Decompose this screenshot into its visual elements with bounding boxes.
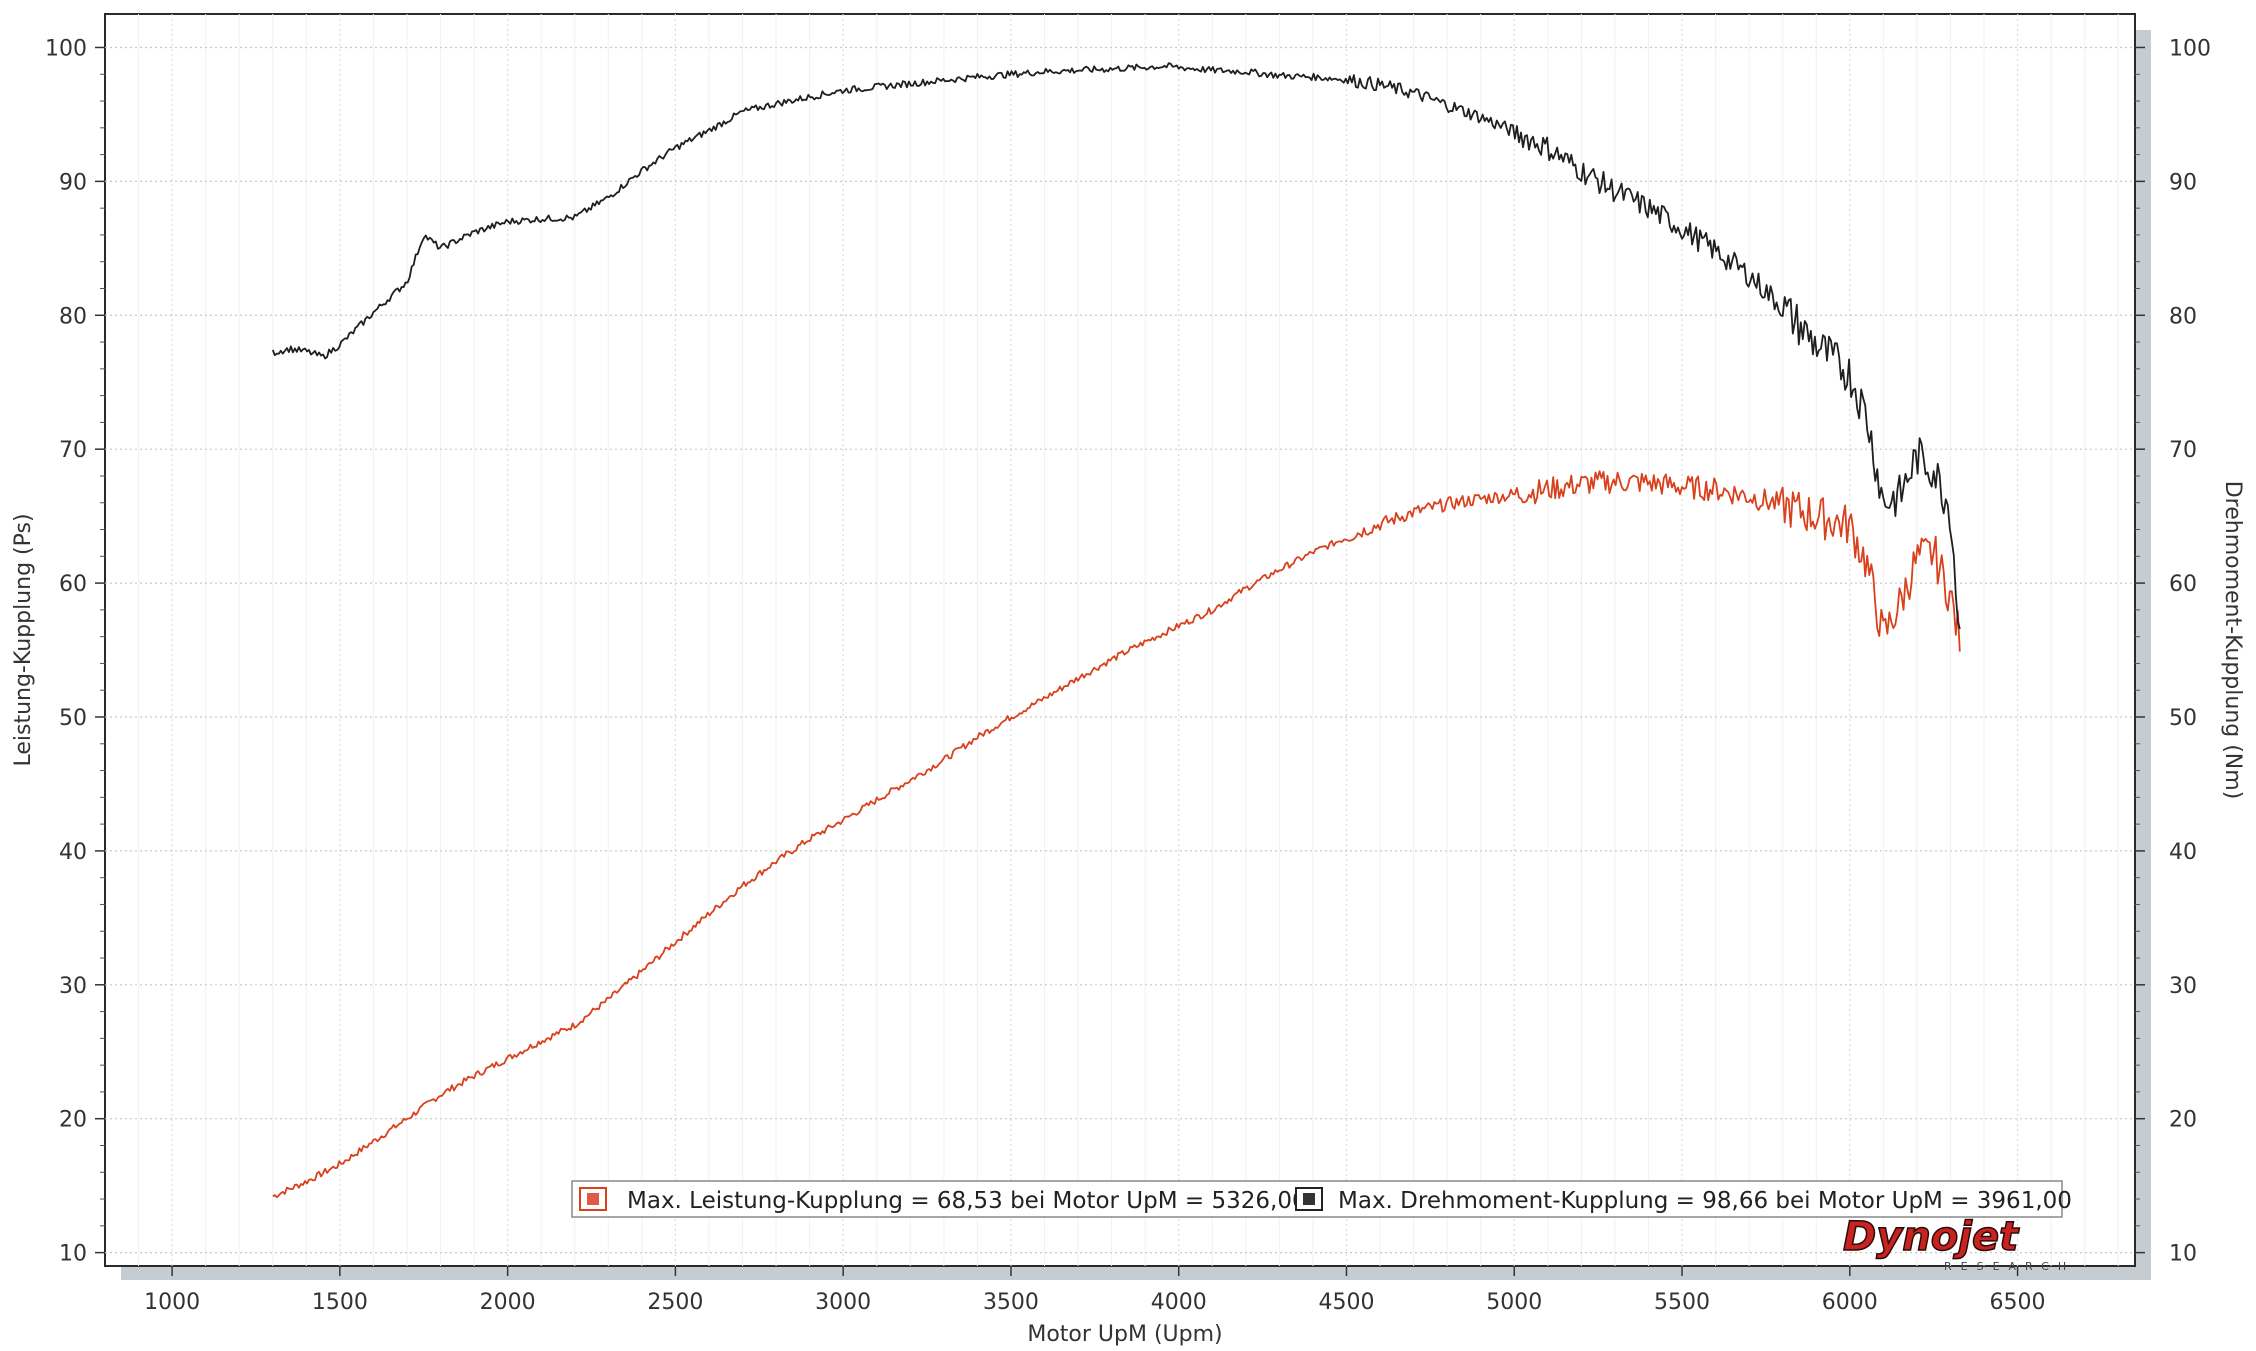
- x-tick-label: 1500: [312, 1290, 368, 1315]
- x-tick-label: 3000: [815, 1290, 871, 1315]
- x-tick-label: 2000: [480, 1290, 536, 1315]
- legend: Max. Leistung-Kupplung = 68,53 bei Motor…: [571, 1180, 2072, 1218]
- right-y-axis-title: Drehmoment-Kupplung (Nm): [2220, 481, 2245, 800]
- x-tick-label: 1000: [144, 1290, 200, 1315]
- left-y-tick-label: 50: [59, 706, 87, 731]
- right-y-tick-label: 60: [2169, 572, 2197, 597]
- right-y-tick-label: 50: [2169, 706, 2197, 731]
- right-y-tick-label: 100: [2169, 36, 2211, 61]
- left-y-tick-label: 70: [59, 438, 87, 463]
- dynojet-logo: Dynojet RESEARCH: [1842, 1213, 2075, 1273]
- right-y-tick-label: 80: [2169, 304, 2197, 329]
- series-line-1: [271, 62, 1961, 630]
- series-layer: [271, 62, 1961, 1199]
- x-axis-title: Motor UpM (Upm): [1027, 1322, 1222, 1347]
- x-tick-label: 3500: [983, 1290, 1039, 1315]
- logo-sub: RESEARCH: [1944, 1260, 2075, 1273]
- legend-item-torque: Max. Drehmoment-Kupplung = 98,66 bei Mot…: [1338, 1188, 2072, 1214]
- left-y-tick-label: 80: [59, 304, 87, 329]
- grid-lines: [105, 14, 2135, 1266]
- left-y-tick-label: 90: [59, 170, 87, 195]
- legend-swatch-torque-fill: [1303, 1193, 1315, 1205]
- plot-shadow-right: [2135, 30, 2151, 1280]
- x-tick-label: 5500: [1654, 1290, 1710, 1315]
- x-tick-label: 5000: [1486, 1290, 1542, 1315]
- left-y-tick-label: 60: [59, 572, 87, 597]
- x-tick-label: 4500: [1318, 1290, 1374, 1315]
- series-line-0: [272, 470, 1961, 1199]
- left-y-tick-label: 20: [59, 1108, 87, 1133]
- plot-shadow: [121, 1266, 2151, 1280]
- legend-swatch-power-fill: [587, 1193, 599, 1205]
- logo-brand: Dynojet: [1843, 1214, 2020, 1260]
- x-tick-label: 4000: [1151, 1290, 1207, 1315]
- left-y-tick-label: 10: [59, 1242, 87, 1267]
- right-y-tick-label: 90: [2169, 170, 2197, 195]
- left-y-axis-title: Leistung-Kupplung (Ps): [11, 513, 36, 766]
- left-y-tick-label: 40: [59, 840, 87, 865]
- left-y-tick-label: 100: [45, 36, 87, 61]
- x-tick-label: 6000: [1822, 1290, 1878, 1315]
- plot-area: [104, 13, 2136, 1267]
- right-y-tick-label: 40: [2169, 840, 2197, 865]
- x-tick-labels: 1000 1500 2000 2500 3000 3500 4000 4500 5000 5500…: [144, 1290, 2045, 1315]
- left-y-tick-label: 30: [59, 974, 87, 999]
- minor-ticks: [95, 46, 2145, 1276]
- legend-item-power: Max. Leistung-Kupplung = 68,53 bei Motor…: [627, 1188, 1307, 1214]
- right-y-tick-label: 20: [2169, 1108, 2197, 1133]
- right-y-tick-label: 70: [2169, 438, 2197, 463]
- right-y-tick-label: 30: [2169, 974, 2197, 999]
- right-y-tick-label: 10: [2169, 1242, 2197, 1267]
- x-tick-label: 2500: [647, 1290, 703, 1315]
- right-y-tick-labels: 10 20 30 40 50 60 70 80 90 100: [2169, 36, 2211, 1266]
- x-tick-label: 6500: [1990, 1290, 2046, 1315]
- left-y-tick-labels: 10 20 30 40 50 60 70 80 90 100: [45, 36, 87, 1266]
